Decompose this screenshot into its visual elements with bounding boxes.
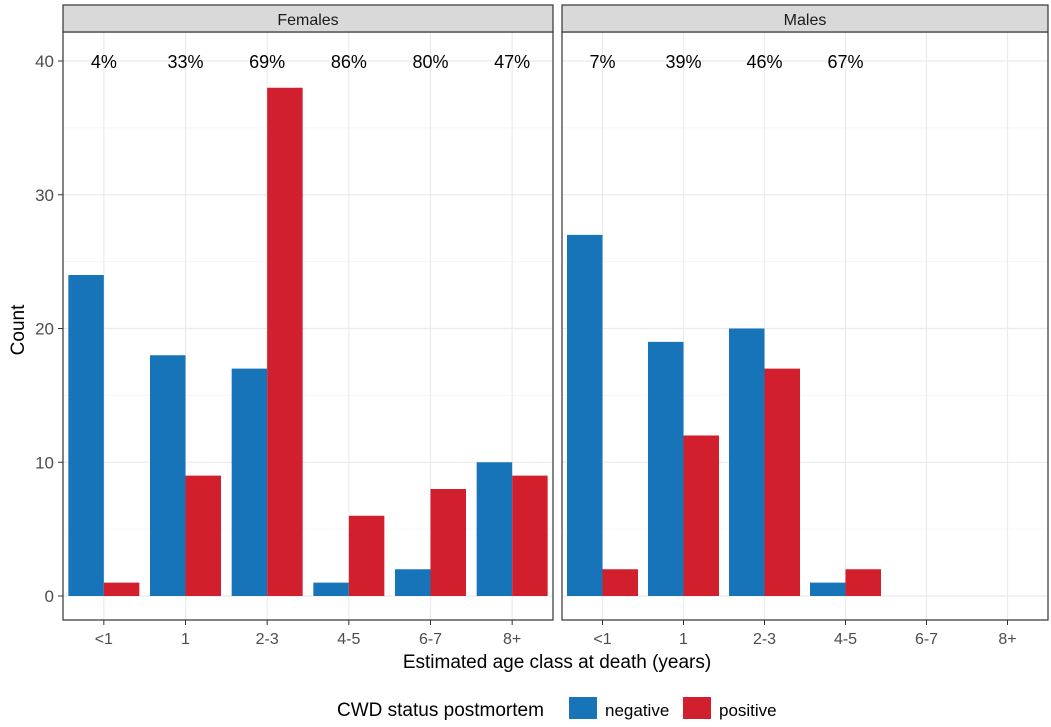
x-tick-label: 8+ [503, 631, 521, 648]
bar-negative [729, 328, 765, 596]
bar-negative [810, 582, 846, 596]
bar-positive [683, 435, 719, 596]
bar-negative [150, 355, 186, 596]
legend-title: CWD status postmortem [337, 700, 544, 721]
annotation-label: 80% [412, 52, 448, 72]
y-tick-label: 10 [35, 453, 54, 472]
annotation-label: 67% [827, 52, 863, 72]
panels-layer: 4% 33% 69% 86% 80% 47% Females <1 1 2-3 4-5 6-7 8+ 0 1… [35, 4, 1049, 648]
annotation-label: 7% [589, 52, 615, 72]
facet-strip [561, 4, 1049, 33]
x-tick-label: 4-5 [337, 631, 360, 648]
bar-negative [68, 275, 104, 596]
bar-positive [512, 475, 548, 596]
x-tick-label: <1 [95, 631, 113, 648]
bar-positive [267, 87, 303, 596]
bar-positive [348, 515, 385, 596]
legend-key-negative [569, 697, 597, 719]
bar-positive [430, 489, 466, 596]
y-tick-label: 0 [45, 587, 54, 606]
x-tick-label: 6-7 [419, 631, 442, 648]
x-tick-label: 2-3 [256, 631, 279, 648]
bar-positive [602, 569, 638, 596]
bar-negative [313, 582, 349, 596]
annotation-label: 39% [665, 52, 701, 72]
facet-strip-label: Females [277, 12, 338, 29]
legend: CWD status postmortem negative positive [337, 697, 777, 721]
panel-background [562, 32, 1048, 620]
panel-background [63, 32, 553, 620]
y-tick-label: 20 [35, 320, 54, 339]
x-tick-label: 1 [679, 631, 688, 648]
bar-negative [395, 569, 431, 596]
annotation-label: 47% [494, 52, 530, 72]
legend-key-positive [683, 697, 711, 719]
annotation-label: 86% [331, 52, 367, 72]
bar-negative [476, 462, 513, 596]
bar-negative [648, 341, 684, 596]
x-axis-label: Estimated age class at death (years) [403, 652, 711, 673]
facet-strip [62, 4, 554, 33]
y-tick-label: 40 [35, 52, 54, 71]
x-tick-label: 6-7 [915, 631, 938, 648]
panel-males: 7% 39% 46% 67% Males <1 1 2-3 4-5 6-7 8+ [561, 4, 1049, 648]
annotation-label: 69% [249, 52, 285, 72]
x-tick-label: 1 [181, 631, 190, 648]
annotation-label: 33% [167, 52, 203, 72]
bar-positive [185, 475, 221, 596]
legend-label-positive: positive [719, 701, 777, 720]
x-tick-label: 4-5 [834, 631, 857, 648]
facet-strip-label: Males [784, 12, 827, 29]
y-axis-label: Count [8, 304, 29, 355]
bar-positive [764, 368, 800, 596]
y-tick-label: 30 [35, 186, 54, 205]
annotation-label: 46% [746, 52, 782, 72]
x-tick-label: <1 [593, 631, 611, 648]
bar-positive [845, 569, 881, 596]
panel-females: 4% 33% 69% 86% 80% 47% Females <1 1 2-3 4-5 6-7 8+ 0 1… [35, 4, 554, 648]
annotation-label: 4% [91, 52, 117, 72]
x-tick-label: 2-3 [753, 631, 776, 648]
legend-label-negative: negative [605, 701, 669, 720]
bar-negative [567, 234, 603, 596]
bar-positive [103, 582, 140, 596]
bar-negative [231, 368, 268, 596]
x-tick-label: 8+ [998, 631, 1016, 648]
